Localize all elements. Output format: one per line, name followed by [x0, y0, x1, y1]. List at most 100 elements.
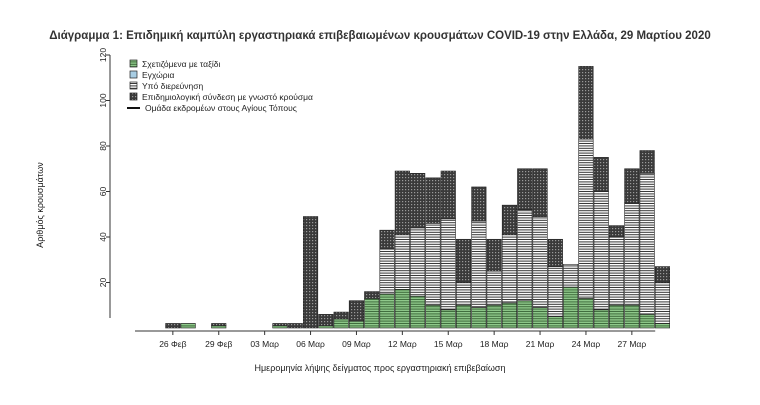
- bar-under-investigation: [425, 223, 441, 306]
- bar-under-investigation: [379, 248, 395, 295]
- bar-travel: [364, 298, 380, 329]
- legend-item-label: Εγχώρια: [142, 70, 175, 80]
- legend-item-label: Σχετιζόμενα με ταξίδι: [142, 59, 220, 69]
- bar-epi-link: [608, 225, 625, 238]
- bar-travel: [593, 309, 609, 329]
- x-tick-label: 29 Φεβ: [205, 339, 232, 349]
- bar-under-investigation: [517, 209, 533, 301]
- bar-travel: [501, 302, 518, 329]
- bar-epi-link: [578, 66, 594, 140]
- bar-under-investigation: [455, 282, 472, 306]
- x-axis-label: Ημερομηνία λήψης δείγματος προς εργαστηρ…: [254, 363, 506, 373]
- bar-travel: [608, 304, 625, 329]
- x-tick-label: 03 Μαρ: [250, 339, 279, 349]
- bar-under-investigation: [593, 191, 609, 311]
- bar-epi-link: [501, 204, 518, 236]
- bar-travel: [639, 314, 655, 329]
- bar-under-investigation: [547, 266, 563, 317]
- legend-swatch: [129, 70, 138, 79]
- bar-under-investigation: [639, 173, 655, 315]
- bar-epi-link: [287, 323, 303, 329]
- x-tick-label: 09 Μαρ: [342, 339, 371, 349]
- bar-epi-link: [547, 238, 563, 267]
- x-tick-label: 18 Μαρ: [480, 339, 509, 349]
- bar-travel: [348, 320, 365, 329]
- bar-epi-link: [165, 323, 181, 329]
- legend-swatch: [129, 81, 138, 90]
- bar-epi-link: [333, 311, 349, 320]
- y-tick-label: 80: [98, 141, 108, 151]
- bar-under-investigation: [410, 227, 426, 297]
- bar-epi-link: [272, 323, 288, 327]
- bar-travel: [563, 286, 579, 329]
- bar-travel: [486, 304, 502, 329]
- bar-travel: [410, 295, 426, 329]
- x-tick-label: 27 Μαρ: [618, 339, 647, 349]
- bar-epi-link: [302, 216, 319, 329]
- legend-item-label: Υπό διερεύνηση: [142, 81, 204, 91]
- bar-epi-link: [348, 300, 365, 322]
- legend-item-label: Επιδημιολογική σύνδεση με γνωστό κρούσμα: [142, 92, 313, 102]
- bar-epi-link: [455, 238, 472, 283]
- x-tick-label: 06 Μαρ: [296, 339, 325, 349]
- bar-epi-link: [639, 150, 655, 174]
- bar-travel: [379, 293, 395, 329]
- bar-epi-link: [318, 314, 334, 327]
- y-tick-label: 120: [98, 48, 108, 62]
- bar-travel: [547, 316, 563, 329]
- bar-travel: [471, 307, 487, 329]
- bar-under-investigation: [440, 218, 456, 311]
- bar-travel: [333, 318, 349, 329]
- x-tick-label: 26 Φεβ: [159, 339, 186, 349]
- bar-epi-link: [394, 170, 410, 236]
- bar-epi-link: [486, 238, 502, 272]
- bar-epi-link: [379, 229, 395, 249]
- bar-epi-link: [624, 168, 640, 204]
- bar-under-investigation: [486, 270, 502, 306]
- bar-epi-link: [410, 173, 426, 229]
- bar-travel: [394, 289, 410, 329]
- x-tick-label: 12 Μαρ: [388, 339, 417, 349]
- bar-travel: [517, 300, 533, 329]
- bar-travel: [455, 304, 472, 329]
- bar-epi-link: [471, 186, 487, 222]
- legend-item-label: Ομάδα εκδρομέων στους Αγίους Τόπους: [145, 103, 297, 113]
- bar-epi-link: [654, 266, 671, 283]
- bar-travel: [318, 325, 334, 329]
- bar-travel: [180, 323, 196, 329]
- x-tick-label: 21 Μαρ: [526, 339, 555, 349]
- legend-swatch: [129, 59, 138, 68]
- y-tick-label: 60: [98, 187, 108, 197]
- bar-under-investigation: [654, 282, 671, 324]
- x-tick-label: 15 Μαρ: [434, 339, 463, 349]
- y-tick-label: 20: [98, 278, 108, 288]
- chart-title: Διάγραμμα 1: Επιδημική καμπύλη εργαστηρι…: [49, 30, 711, 42]
- bar-travel: [624, 304, 640, 329]
- bar-under-investigation: [471, 220, 487, 308]
- bar-epi-link: [593, 157, 609, 192]
- bar-travel: [654, 323, 671, 329]
- bar-epi-link: [532, 168, 548, 217]
- bar-under-investigation: [394, 234, 410, 290]
- x-tick-label: 24 Μαρ: [572, 339, 601, 349]
- bar-travel: [425, 304, 441, 329]
- y-tick-label: 40: [98, 232, 108, 242]
- bar-epi-link: [425, 177, 441, 224]
- y-tick-label: 100: [98, 93, 108, 107]
- bar-epi-link: [364, 291, 380, 299]
- bar-travel: [272, 325, 288, 329]
- bar-epi-link: [440, 170, 456, 220]
- bar-travel: [532, 307, 548, 329]
- bar-under-investigation: [578, 138, 594, 299]
- bar-under-investigation: [624, 202, 640, 306]
- bar-travel: [578, 298, 594, 329]
- bar-under-investigation: [563, 263, 579, 288]
- bar-travel: [440, 309, 456, 329]
- bar-under-investigation: [608, 236, 625, 306]
- legend-swatch: [129, 92, 138, 101]
- bar-travel: [211, 325, 227, 329]
- bar-epi-link: [211, 323, 227, 327]
- bar-under-investigation: [532, 216, 548, 308]
- bar-epi-link: [517, 168, 533, 211]
